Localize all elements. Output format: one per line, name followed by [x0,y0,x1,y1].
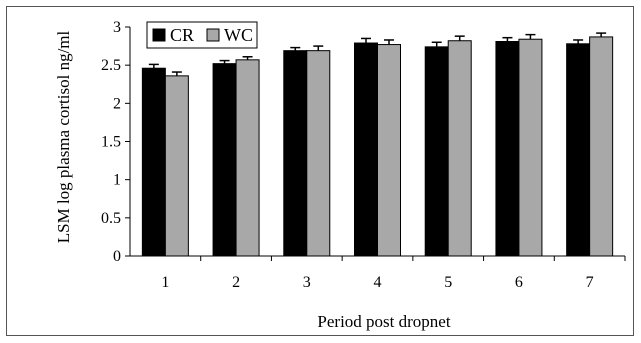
y-tick-label: 2.5 [101,57,121,74]
bar-wc [447,40,472,257]
legend: CR WC [146,21,258,49]
bar-cr [495,41,520,257]
x-tick-label: 6 [515,274,523,291]
bars [141,32,614,257]
bar-wc [164,75,189,257]
y-tick-label: 3 [113,19,121,36]
y-tick-label: 0 [113,248,121,265]
axes: 0 0.5 1 1.5 2 2.5 3 1 2 3 4 5 6 7 [101,19,626,291]
y-tick-label: 0.5 [101,210,121,227]
bar-cr [141,67,166,257]
bar-wc [518,38,543,257]
legend-swatch-wc [206,28,220,42]
bar-cr [354,42,378,257]
bar-wc [589,36,614,257]
bar-cr [212,63,237,257]
legend-label-wc: WC [224,25,253,45]
legend-swatch-cr [152,28,166,42]
bar-cr [566,43,591,257]
x-tick-label: 1 [161,274,169,291]
x-tick-label: 5 [444,274,452,291]
x-tick-label: 2 [232,274,240,291]
y-tick-label: 1.5 [101,134,121,151]
x-tick-label: 7 [586,274,594,291]
x-tick-label: 3 [303,274,311,291]
bar-cr [424,46,449,257]
x-axis-label: Period post dropnet [317,312,450,331]
bar-wc [235,59,260,257]
y-tick-label: 1 [113,172,121,189]
bar-cr [283,50,308,257]
y-tick-label: 2 [113,95,121,112]
legend-label-cr: CR [170,25,194,45]
y-axis-label: LSM log plasma cortisol ng/ml [54,30,73,243]
x-tick-label: 4 [374,274,382,291]
bar-wc [306,50,331,257]
bar-wc [377,44,401,257]
